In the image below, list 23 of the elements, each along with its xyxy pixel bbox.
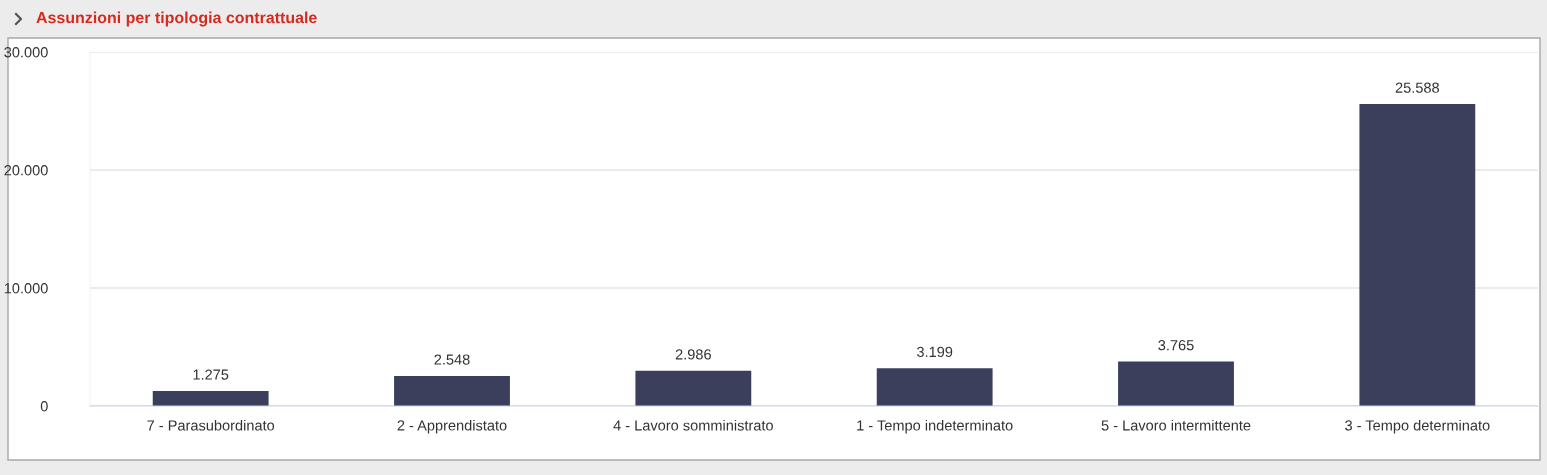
data-label: 2.548 [434,354,470,365]
data-label: 3.199 [916,346,953,358]
bar [1359,104,1476,406]
bar [635,370,752,406]
data-label: 25.588 [1395,82,1439,93]
bar [1118,361,1234,406]
bar [876,368,993,406]
y-tick-label: 10.000 [4,283,48,294]
chart-title: Assunzioni per tipologia contrattuale [36,11,317,27]
bar [394,375,510,406]
x-tick-label: 3 - Tempo determinato [1345,419,1490,434]
x-tick-label: 7 - Parasubordinato [147,419,275,431]
y-tick-label: 20.000 [4,165,48,176]
bar [152,390,269,406]
data-label: 1.275 [193,369,229,380]
data-label: 2.986 [675,349,711,360]
y-tick-label: 0 [40,401,48,412]
x-tick-label: 2 - Apprendistato [397,419,507,434]
y-tick-label: 30.000 [4,47,48,58]
data-label: 3.765 [1158,340,1194,351]
x-tick-label: 4 - Lavoro somministrato [613,419,773,431]
x-tick-label: 5 - Lavoro intermittente [1101,419,1251,431]
x-tick-label: 1 - Tempo indeterminato [857,419,1013,434]
